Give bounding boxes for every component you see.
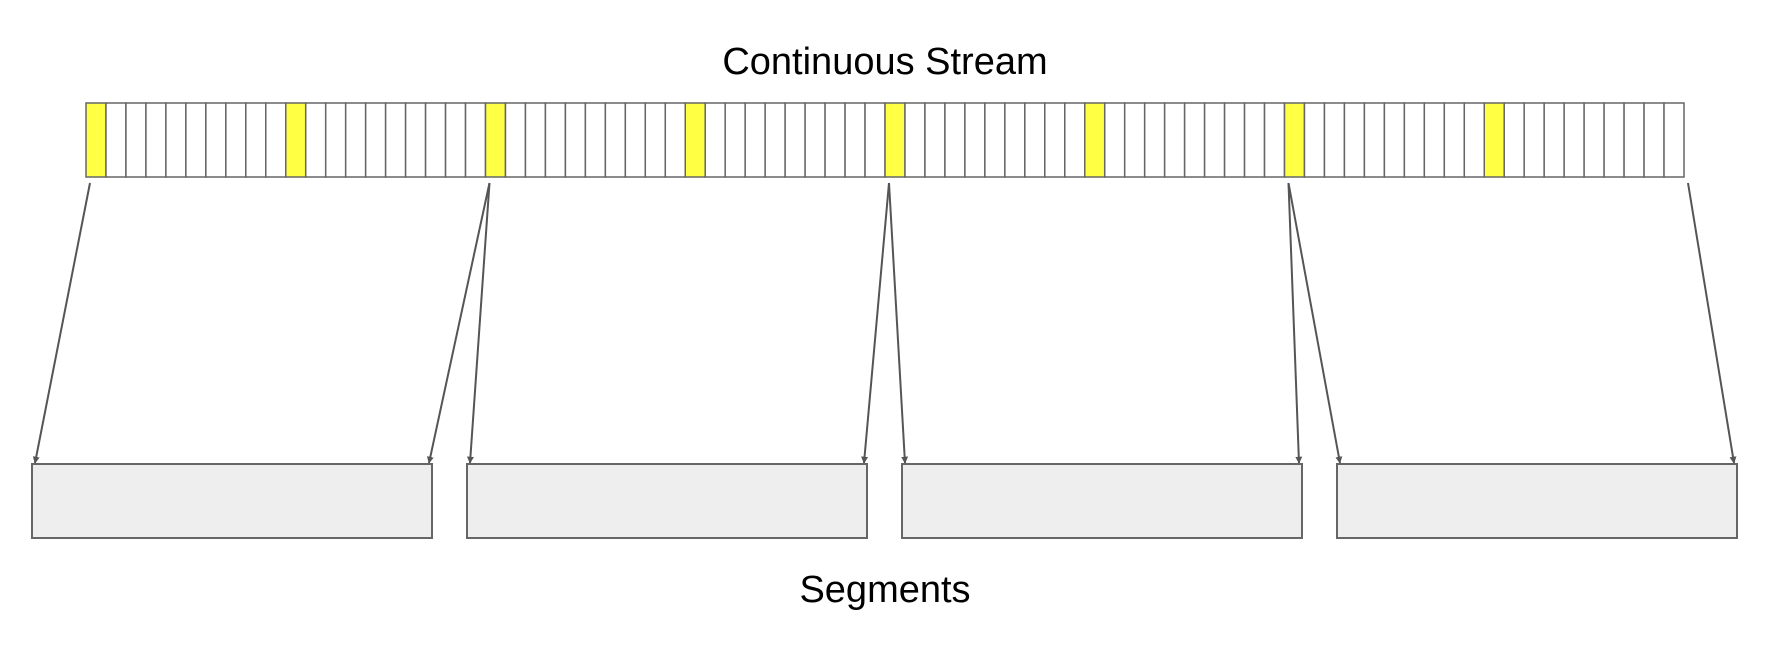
stream-cell: [1323, 102, 1346, 178]
stream-cell: [1243, 102, 1266, 178]
stream-cell: [1543, 102, 1565, 178]
stream-cell: [1463, 102, 1486, 178]
stream-cell: [1024, 102, 1046, 178]
segment-box: [466, 463, 868, 539]
stream-cell: [1363, 102, 1386, 178]
stream-cell: [1403, 102, 1426, 178]
stream-cell: [624, 102, 647, 178]
stream-cell: [864, 102, 886, 178]
stream-cell: [145, 102, 167, 178]
stream-cell: [1183, 102, 1206, 178]
stream-cell: [1523, 102, 1545, 178]
segment-end-arrow: [1687, 182, 1737, 464]
segment-start-arrow: [466, 182, 491, 464]
stream-cell: [1603, 102, 1625, 178]
stream-cell: [924, 102, 946, 178]
stream-cell: [504, 102, 527, 178]
stream-cell: [205, 102, 227, 178]
stream-cell: [584, 102, 607, 178]
stream-cell: [265, 102, 287, 178]
segment-start-arrow: [888, 182, 909, 464]
stream-cell: [304, 102, 327, 178]
segment-end-arrow: [426, 182, 491, 464]
stream-cell: [1044, 102, 1066, 178]
segment-start-arrow: [1287, 182, 1343, 464]
segment-end-arrow: [861, 182, 890, 464]
continuous-stream-bar: [85, 102, 1685, 178]
stream-cell: [1263, 102, 1286, 178]
stream-cell-highlighted: [1283, 102, 1306, 178]
stream-cell: [1343, 102, 1366, 178]
stream-cell: [1123, 102, 1146, 178]
stream-cell: [1383, 102, 1406, 178]
stream-cell: [664, 102, 687, 178]
stream-cell: [384, 102, 407, 178]
stream-cell: [1663, 102, 1685, 178]
segment-box: [1336, 463, 1738, 539]
stream-cell: [1103, 102, 1126, 178]
segment-end-arrow: [1287, 182, 1303, 464]
stream-cell: [1143, 102, 1166, 178]
stream-cell: [724, 102, 746, 178]
stream-cell-highlighted: [1084, 102, 1106, 178]
stream-cell: [1203, 102, 1226, 178]
stream-cell: [364, 102, 387, 178]
stream-cell: [404, 102, 427, 178]
stream-cell: [444, 102, 467, 178]
stream-cell: [1223, 102, 1246, 178]
stream-cell: [604, 102, 627, 178]
stream-cell: [185, 102, 207, 178]
stream-cell: [944, 102, 966, 178]
stream-cell: [1583, 102, 1605, 178]
stream-cell: [1303, 102, 1326, 178]
stream-cell: [1503, 102, 1525, 178]
stream-cell-highlighted: [884, 102, 906, 178]
stream-cell: [564, 102, 587, 178]
stream-cell: [1623, 102, 1645, 178]
stream-cell-highlighted: [85, 102, 107, 178]
stream-cell: [904, 102, 926, 178]
segments-label: Segments: [799, 569, 970, 611]
stream-cell-highlighted: [484, 102, 507, 178]
stream-cell: [165, 102, 187, 178]
stream-cell: [804, 102, 826, 178]
stream-cell: [344, 102, 367, 178]
stream-cell: [644, 102, 667, 178]
segment-start-arrow: [32, 182, 91, 464]
stream-cell-highlighted: [285, 102, 307, 178]
diagram-title: Continuous Stream: [722, 41, 1047, 83]
segment-box: [901, 463, 1303, 539]
stream-cell: [1443, 102, 1466, 178]
stream-cell: [844, 102, 866, 178]
stream-cell: [424, 102, 447, 178]
stream-cell: [225, 102, 247, 178]
stream-cell: [1643, 102, 1665, 178]
stream-cell: [1563, 102, 1585, 178]
stream-cell: [744, 102, 766, 178]
stream-cell: [784, 102, 806, 178]
stream-cell: [544, 102, 567, 178]
segment-box: [31, 463, 433, 539]
stream-cell: [524, 102, 547, 178]
stream-cell: [1163, 102, 1186, 178]
stream-cell-highlighted: [684, 102, 706, 178]
stream-cell: [464, 102, 487, 178]
stream-cell: [1423, 102, 1446, 178]
stream-cell: [704, 102, 726, 178]
stream-cell: [1064, 102, 1086, 178]
stream-cell: [764, 102, 786, 178]
stream-cell: [105, 102, 127, 178]
stream-cell: [824, 102, 846, 178]
stream-cell: [324, 102, 347, 178]
stream-cell: [245, 102, 267, 178]
stream-cell: [1004, 102, 1026, 178]
stream-cell-highlighted: [1483, 102, 1505, 178]
stream-cell: [984, 102, 1006, 178]
stream-cell: [964, 102, 986, 178]
segment-arrows: [32, 182, 1737, 464]
stream-cell: [125, 102, 147, 178]
segments-row: [31, 463, 1738, 539]
